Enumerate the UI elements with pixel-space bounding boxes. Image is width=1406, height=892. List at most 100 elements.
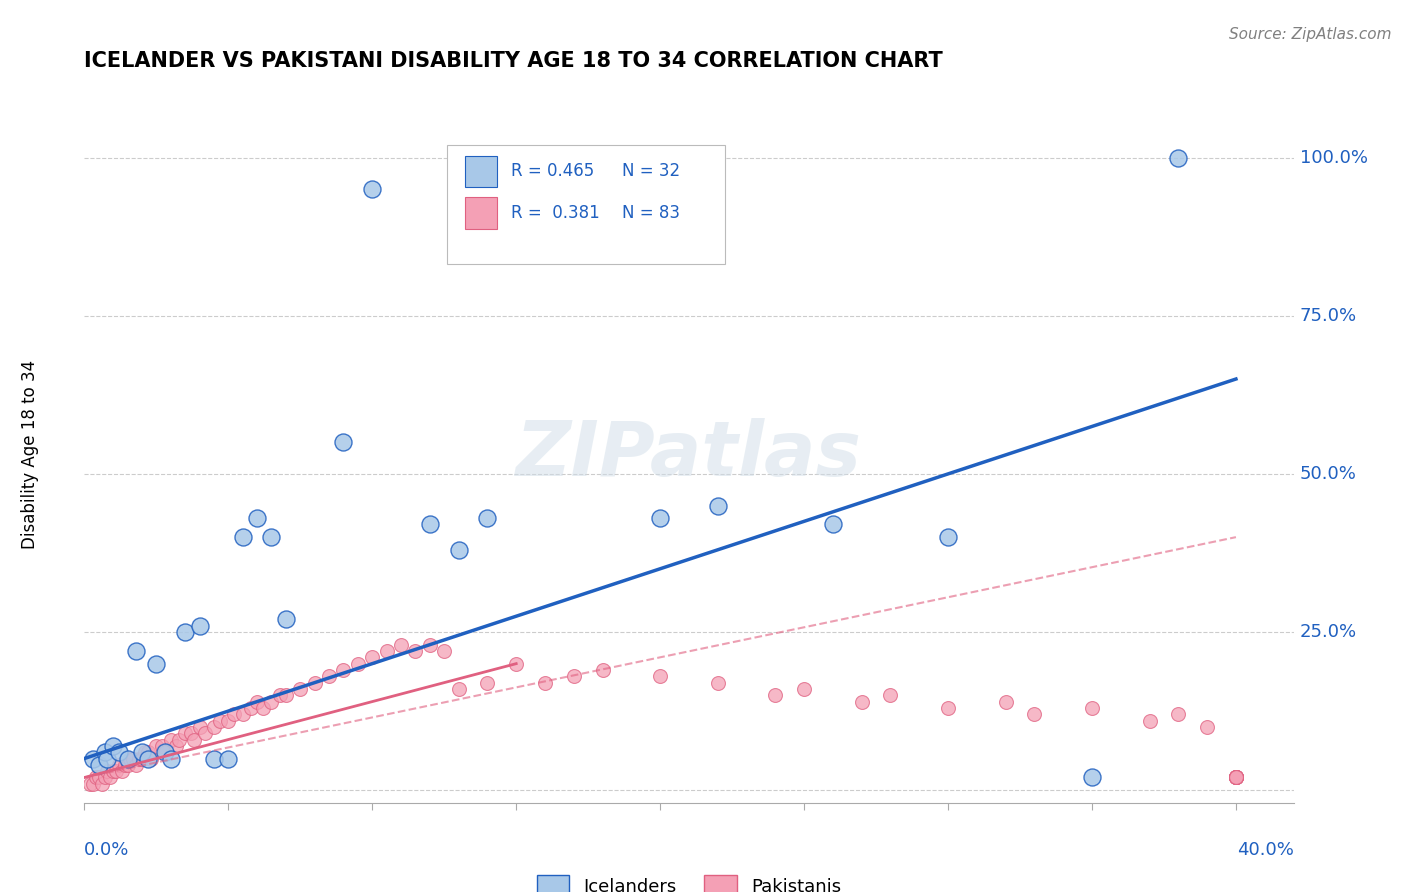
Point [217,751,239,765]
Point [706,675,728,690]
Point [1225,771,1247,785]
Point [90,777,112,791]
Point [131,745,153,759]
Point [188,720,211,734]
Text: ZIPatlas: ZIPatlas [516,418,862,491]
Point [183,732,205,747]
Point [125,757,148,772]
Point [1225,771,1247,785]
Text: 25.0%: 25.0% [1299,623,1357,641]
Point [159,751,181,765]
Point [347,657,370,671]
Point [188,618,211,632]
Point [1225,771,1247,785]
Point [82,751,104,765]
Point [419,517,441,532]
Point [1167,151,1189,165]
Point [361,182,384,196]
Text: N = 32: N = 32 [623,162,681,180]
Text: 75.0%: 75.0% [1299,307,1357,325]
Point [505,657,527,671]
Point [332,435,354,450]
Point [793,681,815,696]
Point [240,701,263,715]
Point [851,695,873,709]
Point [274,612,297,626]
Point [994,695,1017,709]
Point [98,771,121,785]
Text: 40.0%: 40.0% [1237,841,1294,859]
Point [82,777,104,791]
Point [93,771,115,785]
Point [114,757,136,772]
Text: R = 0.465: R = 0.465 [512,162,595,180]
Point [1225,771,1247,785]
Point [1225,771,1247,785]
Point [246,511,269,525]
Point [1225,771,1247,785]
Point [174,726,197,740]
Point [153,745,176,759]
Point [153,745,176,759]
Point [150,739,173,753]
Point [260,530,283,544]
Point [447,681,470,696]
Point [1081,771,1104,785]
Point [1225,771,1247,785]
Point [96,764,118,779]
Point [145,739,167,753]
Text: 0.0%: 0.0% [84,841,129,859]
Text: N = 83: N = 83 [623,204,681,222]
Point [389,638,412,652]
Point [101,739,124,753]
Legend: Icelanders, Pakistanis: Icelanders, Pakistanis [530,868,848,892]
Text: Disability Age 18 to 34: Disability Age 18 to 34 [21,360,39,549]
Point [108,757,131,772]
Text: 50.0%: 50.0% [1299,465,1357,483]
Point [879,688,901,702]
Point [128,751,150,765]
FancyBboxPatch shape [447,145,725,263]
Text: 100.0%: 100.0% [1299,149,1368,167]
Point [101,764,124,779]
Point [166,739,188,753]
Point [821,517,844,532]
Point [477,675,499,690]
Point [936,701,959,715]
Point [404,644,426,658]
Point [304,675,326,690]
Point [194,726,217,740]
Point [592,663,614,677]
Point [246,695,269,709]
Point [136,745,159,759]
Point [169,732,191,747]
Point [650,669,672,683]
Point [222,707,245,722]
Point [105,764,128,779]
Point [1081,701,1104,715]
Point [232,530,254,544]
Point [269,688,291,702]
Point [122,751,145,765]
Point [1225,771,1247,785]
Point [534,675,557,690]
Text: ICELANDER VS PAKISTANI DISABILITY AGE 18 TO 34 CORRELATION CHART: ICELANDER VS PAKISTANI DISABILITY AGE 18… [84,52,943,71]
Point [274,688,297,702]
Point [706,499,728,513]
Point [139,751,162,765]
Point [477,511,499,525]
Point [1167,707,1189,722]
Point [79,777,101,791]
Point [202,751,225,765]
Point [419,638,441,652]
Point [125,644,148,658]
Point [180,726,202,740]
Point [174,625,197,640]
Text: R =  0.381: R = 0.381 [512,204,600,222]
Point [332,663,354,677]
Text: Source: ZipAtlas.com: Source: ZipAtlas.com [1229,27,1392,42]
Point [202,720,225,734]
Point [1225,771,1247,785]
Point [108,745,131,759]
Point [111,764,134,779]
